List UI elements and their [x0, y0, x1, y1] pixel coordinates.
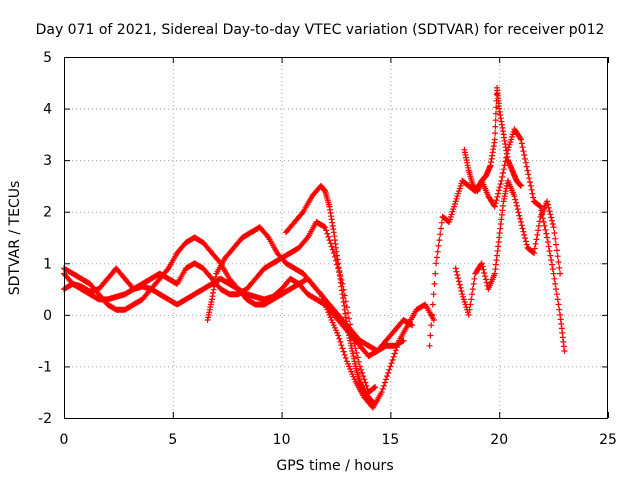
x-axis-label: GPS time / hours [276, 458, 393, 474]
series-markers [283, 182, 376, 406]
x-tick-label: 25 [599, 432, 617, 448]
series-markers [426, 126, 568, 354]
y-tick-label: 0 [43, 308, 52, 324]
y-tick-labels: -2 -1 0 1 2 3 4 5 [38, 50, 52, 427]
series-markers [204, 224, 437, 411]
x-tick-label: 0 [60, 432, 69, 448]
series-markers [461, 84, 524, 195]
y-tick-label: 2 [43, 205, 52, 221]
data-points [61, 84, 568, 411]
y-tick-label: -2 [38, 411, 52, 427]
series-track-f [426, 126, 568, 354]
series-track-d [204, 224, 437, 411]
x-tick-label: 5 [168, 432, 177, 448]
x-tick-label: 15 [381, 432, 399, 448]
chart-title: Day 071 of 2021, Sidereal Day-to-day VTE… [36, 22, 605, 38]
y-tick-label: -1 [38, 359, 52, 375]
x-tick-label: 20 [490, 432, 508, 448]
y-axis-label: SDTVAR / TECUs [7, 181, 23, 296]
series-markers [452, 177, 564, 318]
plot-frame [64, 57, 608, 419]
x-tick-label: 10 [273, 432, 291, 448]
series-track-e [283, 182, 376, 406]
x-tick-labels: 0 5 10 15 20 25 [60, 432, 617, 448]
y-tick-label: 3 [43, 153, 52, 169]
series-markers [61, 265, 416, 360]
series-track-b [61, 265, 416, 360]
axis-ticks [64, 57, 609, 419]
series-track-g [452, 177, 564, 318]
y-tick-label: 5 [43, 50, 52, 66]
y-tick-label: 4 [43, 102, 52, 118]
y-tick-label: 1 [43, 256, 52, 272]
series-track-h [461, 84, 524, 195]
